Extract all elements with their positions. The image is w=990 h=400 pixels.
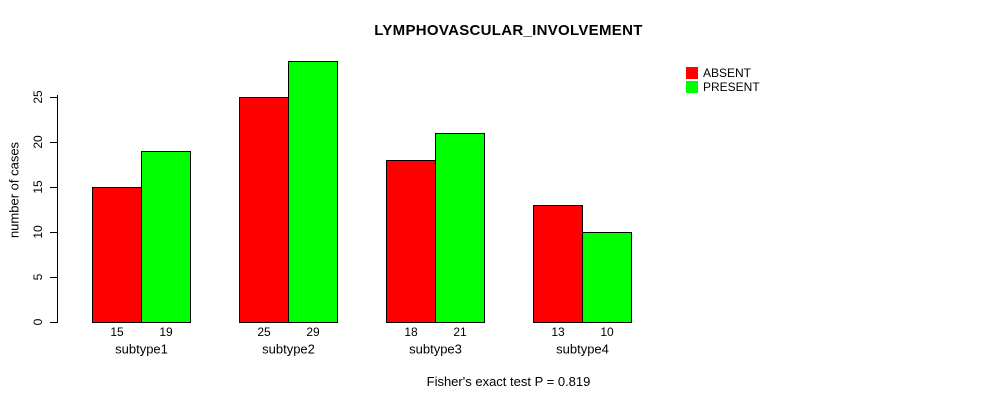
bar-value-label: 21	[453, 325, 467, 339]
bar-value-label: 13	[551, 325, 565, 339]
y-tick-label: 5	[31, 273, 45, 281]
bar-absent-subtype2	[239, 97, 289, 323]
y-tick-label: 25	[31, 90, 45, 104]
bar-value-label: 19	[159, 325, 173, 339]
y-tick	[50, 322, 57, 323]
bar-value-label: 25	[257, 325, 271, 339]
bar-value-label: 15	[110, 325, 124, 339]
y-tick	[50, 142, 57, 143]
legend-item-present: PRESENT	[686, 80, 760, 94]
category-label-subtype2: subtype2	[262, 341, 315, 357]
y-tick-label: 0	[31, 318, 45, 326]
legend-item-absent: ABSENT	[686, 66, 760, 80]
bar-value-label: 18	[404, 325, 418, 339]
category-label-subtype4: subtype4	[556, 341, 609, 357]
legend-label-absent: ABSENT	[703, 66, 752, 80]
bar-present-subtype4	[582, 232, 632, 323]
caption-fishers-test: Fisher's exact test P = 0.819	[426, 374, 591, 389]
bar-present-subtype3	[435, 133, 485, 323]
bar-absent-subtype1	[92, 187, 142, 323]
bar-value-label: 29	[306, 325, 320, 339]
y-tick	[50, 232, 57, 233]
y-axis-label: number of cases	[6, 141, 22, 239]
category-label-subtype1: subtype1	[115, 341, 168, 357]
bar-value-label: 10	[600, 325, 614, 339]
category-label-subtype3: subtype3	[409, 341, 462, 357]
bar-absent-subtype3	[386, 160, 436, 323]
legend-label-present: PRESENT	[703, 80, 760, 94]
y-tick-label: 10	[31, 225, 45, 239]
legend: ABSENT PRESENT	[686, 66, 760, 94]
bar-present-subtype1	[141, 151, 191, 323]
y-tick	[50, 97, 57, 98]
legend-swatch-absent-icon	[686, 67, 698, 79]
y-tick-label: 15	[31, 180, 45, 194]
y-tick	[50, 187, 57, 188]
legend-swatch-present-icon	[686, 81, 698, 93]
y-tick-label: 20	[31, 135, 45, 149]
chart-title: LYMPHOVASCULAR_INVOLVEMENT	[374, 22, 643, 39]
y-tick	[50, 277, 57, 278]
y-axis-line	[57, 95, 58, 323]
bar-absent-subtype4	[533, 205, 583, 323]
bar-present-subtype2	[288, 61, 338, 323]
